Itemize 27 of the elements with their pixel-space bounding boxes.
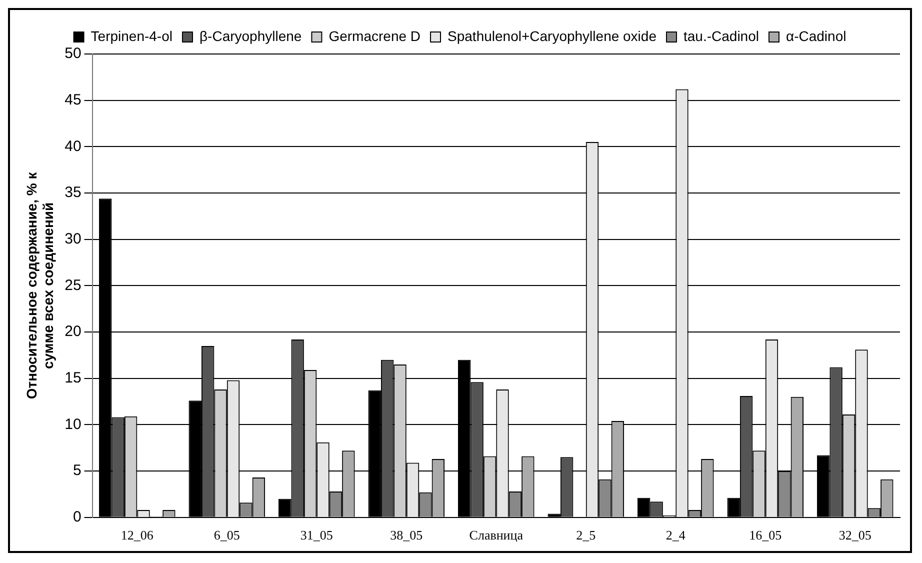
- y-tick-label: 10: [64, 416, 82, 433]
- x-tick-label: 2_5: [576, 528, 596, 543]
- x-tick-label: 31_05: [300, 528, 333, 543]
- legend-label: α-Cadinol: [786, 28, 846, 44]
- y-tick-label: 50: [64, 45, 82, 62]
- y-tick-label: 25: [64, 276, 82, 294]
- y-tick-label: 20: [64, 323, 82, 340]
- y-tick-label: 5: [72, 462, 82, 480]
- legend-label: Terpinen-4-ol: [90, 28, 173, 44]
- legend-label: Spathulenol+Caryophyllene oxide: [448, 28, 657, 44]
- y-tick-label: 30: [64, 230, 82, 248]
- x-tick-label: 38_05: [390, 528, 423, 543]
- y-axis-title: Относительное содержание, % к сумме всех соединений: [23, 171, 56, 400]
- x-tick-label: 6_05: [214, 528, 240, 543]
- legend-label: β-Caryophyllene: [199, 28, 302, 44]
- x-tick-label: 2_4: [666, 528, 686, 543]
- x-tick-label: 12_06: [120, 528, 154, 543]
- legend-label: Germacrene D: [328, 28, 421, 44]
- x-tick-label: 16_05: [749, 528, 782, 543]
- x-tick-label: 32_05: [838, 528, 872, 543]
- x-tick-label: Славница: [469, 528, 524, 543]
- y-tick-label: 40: [64, 138, 82, 155]
- y-tick-label: 45: [64, 91, 82, 108]
- y-tick-label: 0: [72, 508, 82, 526]
- legend-label: tau.-Cadinol: [683, 28, 759, 44]
- y-tick-label: 35: [64, 184, 82, 202]
- y-tick-label: 15: [64, 370, 82, 387]
